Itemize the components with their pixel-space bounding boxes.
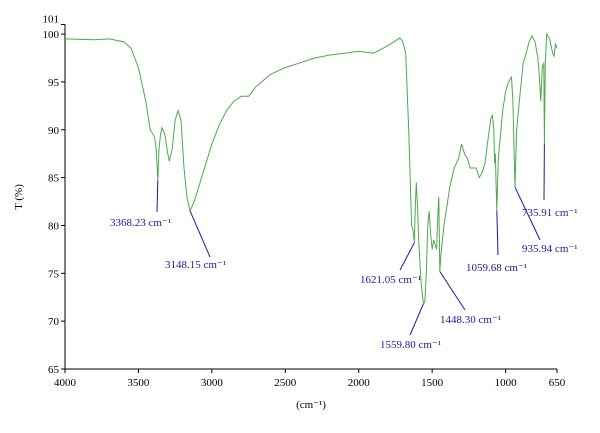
y-tick-label: 75: [48, 268, 60, 280]
x-tick-label: 650: [549, 377, 566, 389]
annotation-label: 1059.68 cm⁻¹: [466, 262, 527, 274]
annotation-label: 735.91 cm⁻¹: [522, 207, 578, 219]
y-tick-label: 80: [48, 220, 60, 232]
x-axis-label: (cm⁻¹): [296, 399, 326, 411]
annotation-label: 1448.30 cm⁻¹: [440, 314, 501, 326]
y-tick-label: 65: [48, 364, 60, 376]
x-tick-label: 1000: [495, 377, 518, 389]
annotation-label: 1621.05 cm⁻¹: [360, 274, 421, 286]
annotation-leader: [399, 242, 415, 271]
annotation-label: 3368.23 cm⁻¹: [110, 217, 171, 229]
x-tick-label: 1500: [421, 377, 444, 389]
x-tick-label: 3000: [201, 377, 224, 389]
x-tick-label: 4000: [54, 377, 77, 389]
annotation-label: 3148.15 cm⁻¹: [165, 259, 226, 271]
y-tick-label: 90: [48, 125, 60, 137]
annotation-leader: [514, 186, 541, 241]
y-tick-label: 85: [48, 173, 60, 185]
annotation-leader: [156, 180, 159, 213]
y-tick-label: 70: [48, 316, 60, 328]
annotation-label: 1559.80 cm⁻¹: [380, 339, 441, 351]
annotation-leader: [189, 210, 211, 258]
annotation-leader: [409, 303, 424, 336]
spectrum-line: [64, 32, 558, 306]
annotation-leader: [496, 211, 499, 256]
y-tick-label: 101: [43, 14, 60, 26]
y-tick-label: 100: [43, 29, 60, 41]
x-tick-label: 2000: [348, 377, 371, 389]
x-tick-label: 2500: [274, 377, 297, 389]
y-tick-label: 95: [48, 77, 60, 89]
y-axis-label: T (%): [13, 184, 25, 210]
x-tick-label: 3500: [127, 377, 150, 389]
annotation-label: 935.94 cm⁻¹: [522, 243, 578, 255]
annotation-leader: [439, 271, 466, 311]
